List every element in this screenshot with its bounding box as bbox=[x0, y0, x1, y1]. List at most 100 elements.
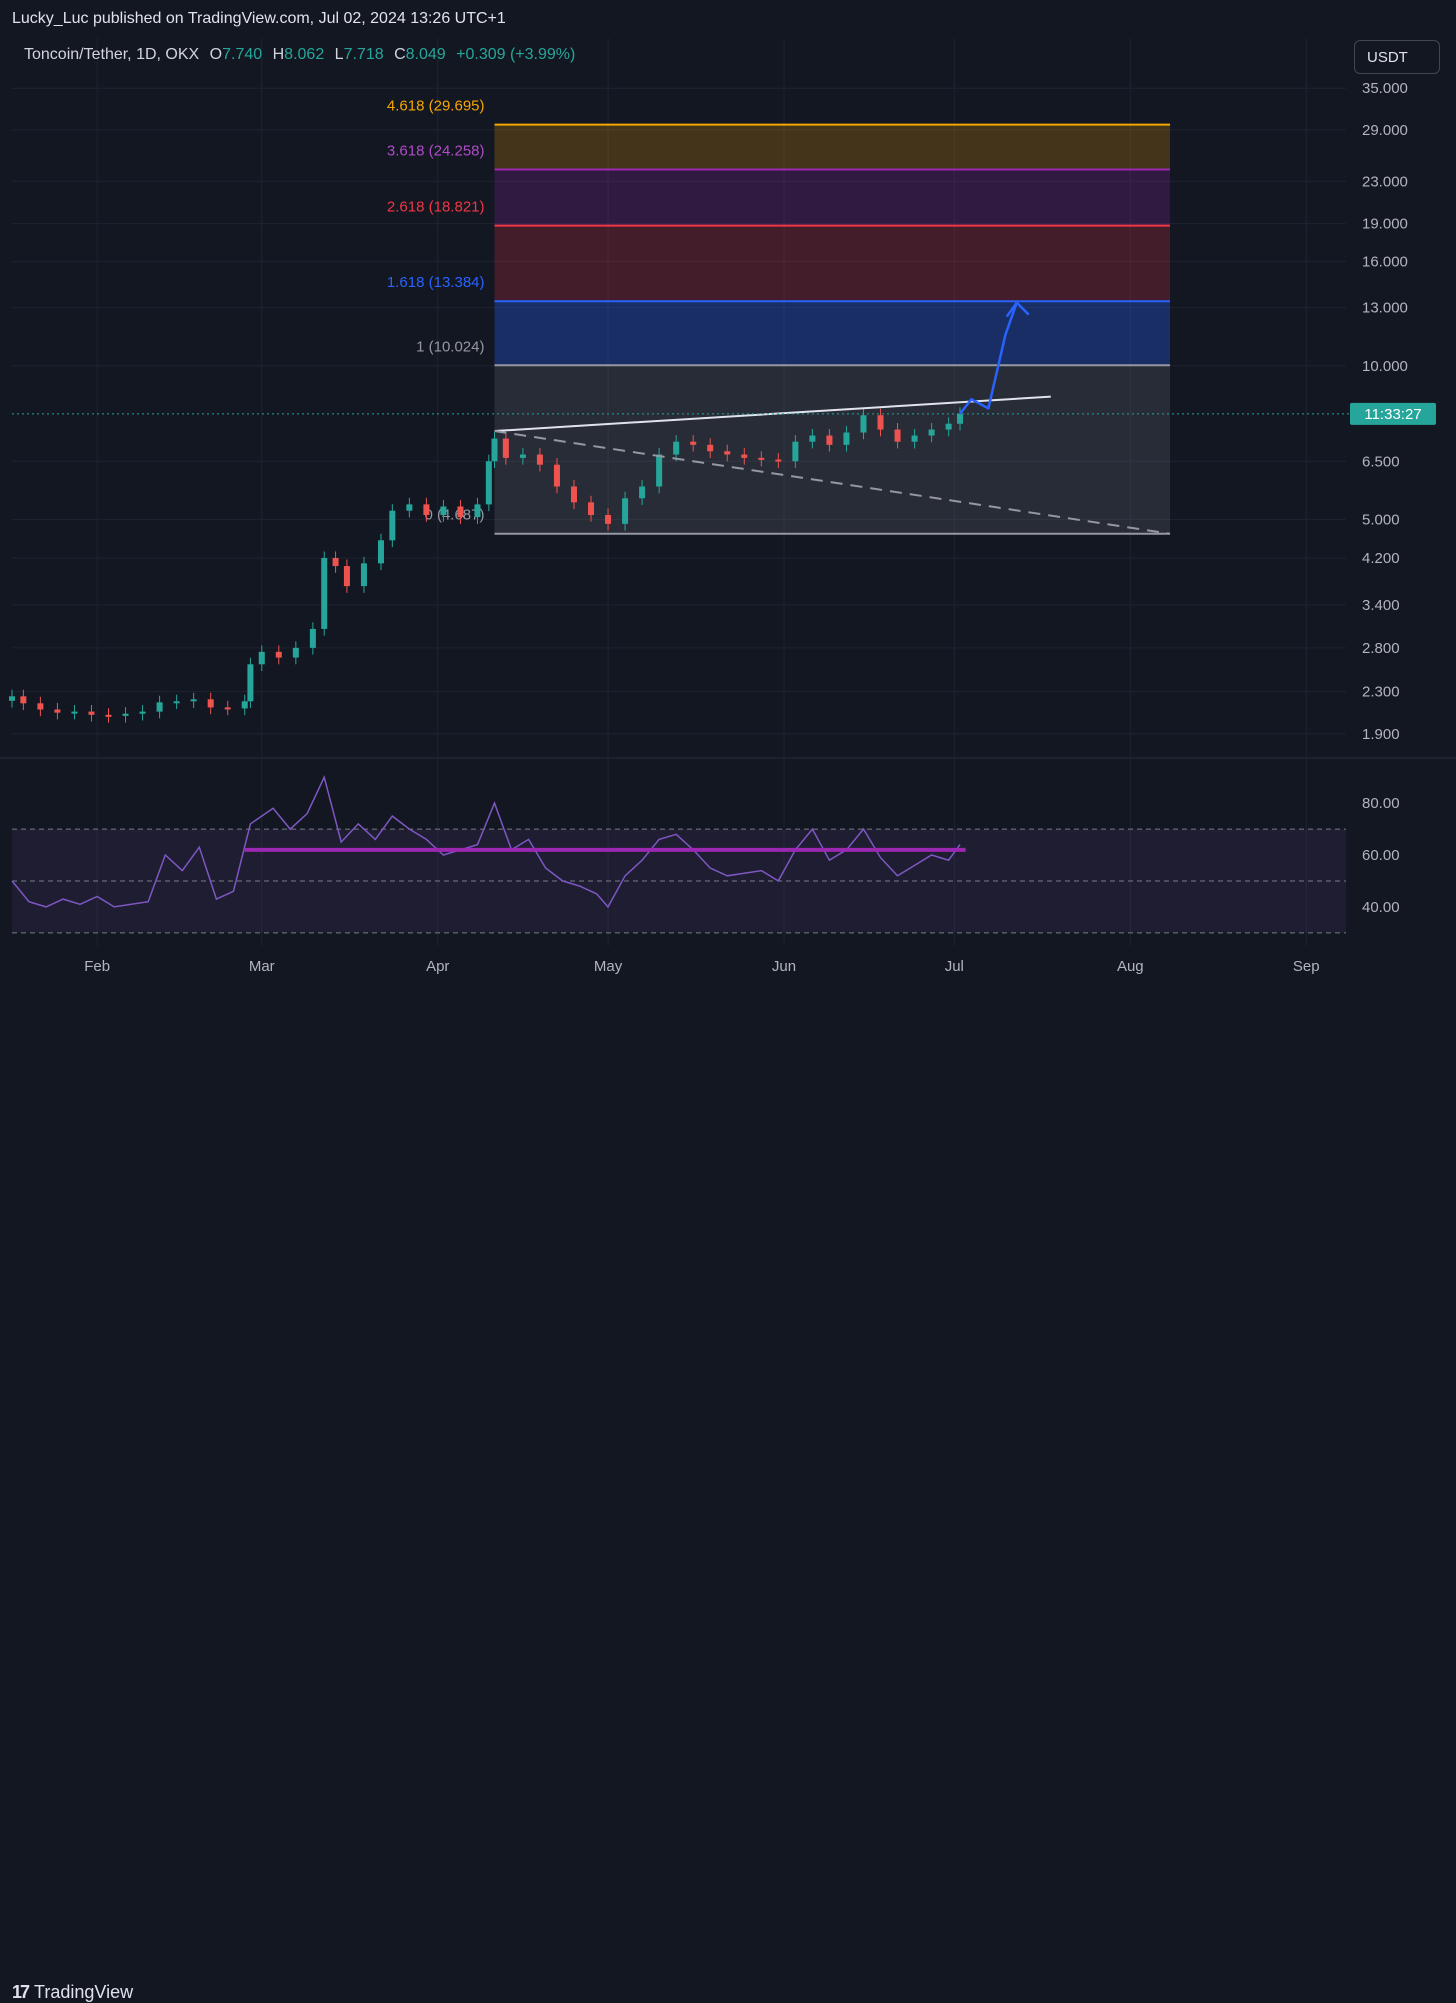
candle-body bbox=[88, 711, 95, 715]
fib-zone bbox=[494, 169, 1171, 226]
fib-level-label: 4.618 (29.695) bbox=[387, 98, 485, 115]
descending-dashed-trendline bbox=[494, 430, 1171, 535]
candle-body bbox=[491, 438, 498, 462]
candle-body bbox=[9, 696, 15, 701]
chart-svg: 4.618 (29.695) 3.618 (24.258) 2.618 (18.82… bbox=[0, 38, 1456, 975]
tradingview-logo-icon: 17 bbox=[12, 1982, 30, 2002]
fib-level-label: 3.618 (24.258) bbox=[387, 142, 485, 159]
time-axis-label: Jul bbox=[945, 958, 964, 975]
price-axis-label: 29.000 bbox=[1362, 122, 1408, 139]
time-axis-label: Feb bbox=[84, 958, 110, 975]
candle-body bbox=[105, 714, 112, 717]
time-axis-label: Apr bbox=[426, 958, 449, 975]
fib-zone bbox=[494, 365, 1171, 534]
currency-button[interactable]: USDT bbox=[1354, 40, 1440, 74]
rsi-line bbox=[11, 775, 961, 909]
price-axis-label: 16.000 bbox=[1362, 254, 1408, 271]
candle-body bbox=[20, 696, 27, 704]
candle-body bbox=[911, 435, 918, 442]
high-label: H bbox=[272, 46, 285, 63]
candle-body bbox=[258, 651, 265, 665]
candle-body bbox=[485, 461, 492, 505]
candle-body bbox=[956, 413, 963, 424]
price-axis-label: 1.900 bbox=[1362, 726, 1400, 743]
price-axis-label: 19.000 bbox=[1362, 216, 1408, 233]
candle-body bbox=[377, 540, 384, 564]
rsi-pane bbox=[11, 775, 1346, 934]
candle-body bbox=[588, 502, 595, 515]
low-label: L bbox=[334, 46, 344, 63]
tradingview-logo: 17 TradingView bbox=[12, 1982, 133, 2003]
candle-body bbox=[309, 628, 316, 648]
fibonacci-extension: 4.618 (29.695) 3.618 (24.258) 2.618 (18.82… bbox=[387, 98, 1171, 535]
footer: 17 TradingView bbox=[0, 988, 1456, 2002]
candle-body bbox=[843, 432, 850, 445]
fib-level-label: 1 (10.024) bbox=[416, 338, 484, 355]
time-axis-label: Jun bbox=[772, 958, 796, 975]
publisher-line: Lucky_Luc published on TradingView.com, … bbox=[12, 10, 506, 27]
candle-body bbox=[406, 504, 413, 511]
candle-body bbox=[389, 510, 396, 541]
fib-level-label: 2.618 (18.821) bbox=[387, 199, 485, 216]
candle-body bbox=[928, 429, 935, 436]
candle-body bbox=[292, 647, 299, 658]
countdown-label: 11:33:27 bbox=[1364, 406, 1421, 423]
candle-body bbox=[673, 441, 680, 455]
price-axis-label: 6.500 bbox=[1362, 453, 1400, 470]
candle-body bbox=[360, 563, 367, 587]
candle-body bbox=[122, 713, 129, 716]
low-value: 7.718 bbox=[343, 46, 384, 63]
open-label: O bbox=[209, 46, 223, 63]
candle-body bbox=[656, 454, 663, 487]
candle-body bbox=[553, 464, 560, 487]
symbol-name: Toncoin/Tether, 1D, OKX bbox=[24, 46, 200, 63]
price-axis-label: 3.400 bbox=[1362, 597, 1400, 614]
price-axis-label: 23.000 bbox=[1362, 173, 1408, 190]
candle-body bbox=[741, 454, 748, 458]
candle-body bbox=[190, 699, 197, 702]
high-value: 8.062 bbox=[284, 46, 325, 63]
open-value: 7.740 bbox=[222, 46, 263, 63]
change-value: +0.309 (+3.99%) bbox=[456, 46, 576, 63]
candle-body bbox=[758, 457, 765, 460]
candle-body bbox=[224, 707, 231, 710]
candle-body bbox=[519, 454, 526, 458]
rsi-axis-label: 40.00 bbox=[1362, 899, 1400, 916]
projection-arrowhead bbox=[1005, 300, 1030, 318]
candle-body bbox=[894, 429, 901, 442]
candle-body bbox=[690, 441, 697, 445]
price-axis-label: 2.300 bbox=[1362, 683, 1400, 700]
candle-body bbox=[707, 444, 714, 452]
time-axis-label: May bbox=[594, 958, 623, 975]
close-label: C bbox=[394, 46, 406, 63]
candles bbox=[9, 407, 963, 723]
fib-zone bbox=[494, 301, 1171, 366]
candle-body bbox=[536, 454, 543, 465]
candle-body bbox=[775, 459, 782, 462]
trendlines bbox=[12, 300, 1350, 535]
candle-body bbox=[877, 415, 884, 430]
rsi-axis-label: 80.00 bbox=[1362, 795, 1400, 812]
time-axis-label: Sep bbox=[1293, 958, 1320, 975]
candle-body bbox=[570, 486, 577, 503]
candle-body bbox=[343, 566, 350, 587]
rsi-axis-label: 60.00 bbox=[1362, 847, 1400, 864]
fib-level-label: 1.618 (13.384) bbox=[387, 274, 485, 291]
candle-body bbox=[139, 711, 146, 714]
candle-body bbox=[474, 504, 481, 518]
candle-body bbox=[423, 504, 430, 515]
close-value: 8.049 bbox=[405, 46, 446, 63]
candle-body bbox=[457, 506, 464, 518]
candle-body bbox=[321, 558, 328, 629]
candle-body bbox=[622, 498, 629, 524]
candle-body bbox=[247, 664, 254, 702]
fib-zone bbox=[494, 124, 1171, 170]
projection-arrow bbox=[959, 302, 1018, 415]
candle-body bbox=[54, 709, 61, 713]
candle-body bbox=[502, 438, 509, 458]
price-axis-label: 35.000 bbox=[1362, 80, 1408, 97]
candle-body bbox=[809, 435, 816, 442]
candle-body bbox=[440, 506, 447, 515]
fib-level-label: 0 (4.687) bbox=[424, 507, 484, 524]
price-axis-label: 5.000 bbox=[1362, 511, 1400, 528]
